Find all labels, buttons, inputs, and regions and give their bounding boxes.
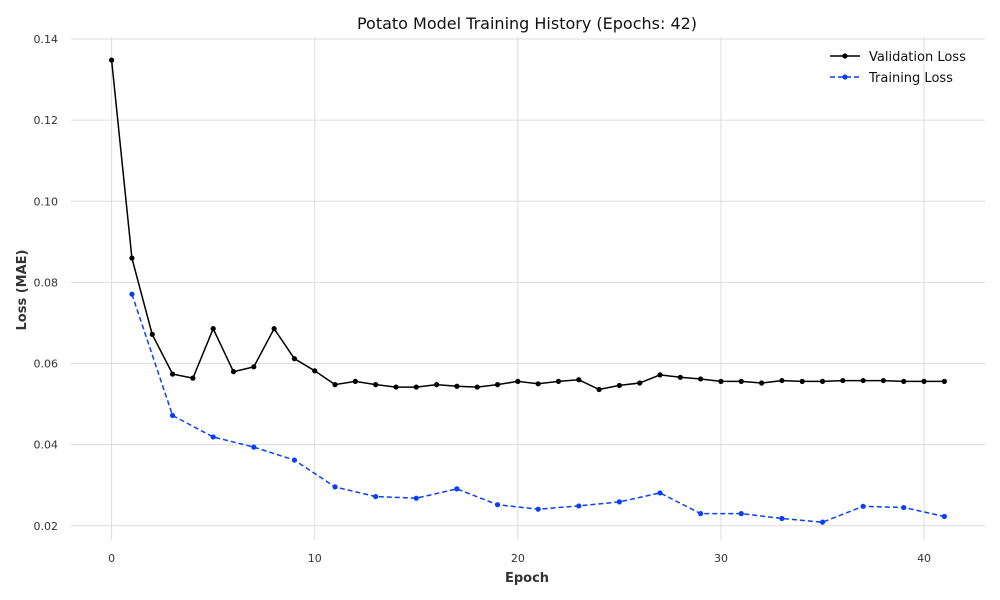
y-tick-label: 0.06 <box>34 358 59 371</box>
data-point-training-loss <box>819 519 826 525</box>
data-point-training-loss <box>373 493 379 500</box>
data-point-validation-loss <box>616 382 623 389</box>
data-point-validation-loss <box>190 375 196 381</box>
data-point-validation-loss <box>373 382 379 388</box>
data-point-validation-loss <box>393 384 399 390</box>
series-line-validation-loss <box>110 60 945 391</box>
data-point-training-loss <box>779 515 785 522</box>
y-tick-label: 0.10 <box>34 195 59 208</box>
data-point-validation-loss <box>230 369 237 375</box>
y-tick-label: 0.08 <box>34 276 59 289</box>
data-point-validation-loss <box>210 326 216 332</box>
data-point-training-loss <box>251 444 257 450</box>
data-point-training-loss <box>169 412 176 419</box>
x-tick-label: 20 <box>511 552 525 565</box>
y-tick-label: 0.12 <box>34 114 59 127</box>
data-point-validation-loss <box>596 386 602 393</box>
data-point-validation-loss <box>149 331 155 337</box>
data-point-validation-loss <box>637 380 643 386</box>
data-point-validation-loss <box>129 255 135 261</box>
data-point-validation-loss <box>352 378 358 384</box>
data-point-validation-loss <box>860 377 866 384</box>
legend-label-training-loss: Training Loss <box>868 71 953 86</box>
data-point-validation-loss <box>738 378 744 384</box>
data-point-validation-loss <box>657 372 663 378</box>
data-point-training-loss <box>941 513 947 520</box>
plot-area <box>109 57 947 525</box>
data-point-training-loss <box>698 511 704 517</box>
data-point-training-loss <box>210 434 216 440</box>
data-point-validation-loss <box>109 57 115 63</box>
y-tick-label: 0.04 <box>34 439 59 452</box>
data-point-validation-loss <box>921 378 927 384</box>
data-point-validation-loss <box>312 368 318 374</box>
data-point-validation-loss <box>535 381 541 387</box>
data-point-validation-loss <box>840 377 846 384</box>
data-point-validation-loss <box>698 376 704 382</box>
data-point-validation-loss <box>718 378 724 384</box>
data-point-training-loss <box>332 484 338 490</box>
data-point-validation-loss <box>474 384 480 390</box>
data-point-training-loss <box>860 503 866 509</box>
data-point-training-loss <box>454 486 460 492</box>
data-point-training-loss <box>494 502 501 508</box>
data-point-training-loss <box>616 499 623 505</box>
x-axis-label: Epoch <box>505 571 549 586</box>
x-tick-label: 0 <box>108 552 115 565</box>
axis-ticks: 0 10 20 30 40 0.02 0.04 0.06 0.08 0.10 0.12 0.14 <box>34 33 932 565</box>
data-point-validation-loss <box>434 382 440 388</box>
data-point-training-loss <box>413 495 419 501</box>
data-point-validation-loss <box>169 371 176 377</box>
x-tick-label: 10 <box>308 552 322 565</box>
data-point-validation-loss <box>758 380 765 386</box>
data-point-validation-loss <box>291 356 298 362</box>
y-axis-label: Loss (MAE) <box>15 250 30 331</box>
data-point-validation-loss <box>251 364 257 370</box>
data-point-validation-loss <box>779 377 785 384</box>
data-point-validation-loss <box>332 382 338 388</box>
data-point-validation-loss <box>941 378 947 384</box>
data-point-validation-loss <box>819 378 826 384</box>
data-point-training-loss <box>657 490 663 496</box>
legend-label-validation-loss: Validation Loss <box>869 50 966 65</box>
data-point-training-loss <box>291 457 298 463</box>
data-point-validation-loss <box>413 384 419 390</box>
y-tick-label: 0.14 <box>34 33 59 46</box>
data-point-validation-loss <box>576 377 582 383</box>
y-tick-label: 0.02 <box>34 520 59 533</box>
chart-title: Potato Model Training History (Epochs: 4… <box>357 14 697 33</box>
data-point-validation-loss <box>515 378 521 384</box>
data-point-training-loss <box>535 506 541 512</box>
legend-marker-validation-loss <box>842 53 848 59</box>
data-point-validation-loss <box>271 326 277 332</box>
data-point-validation-loss <box>555 378 562 384</box>
data-point-training-loss <box>901 504 907 511</box>
legend-marker-training-loss <box>842 74 848 80</box>
x-tick-label: 30 <box>714 552 728 565</box>
x-tick-label: 40 <box>917 552 931 565</box>
data-point-training-loss <box>738 511 744 517</box>
series-line-training-loss <box>131 293 945 523</box>
data-point-validation-loss <box>494 382 501 388</box>
data-point-validation-loss <box>454 383 460 389</box>
data-point-validation-loss <box>677 374 683 380</box>
grid <box>71 37 985 540</box>
data-point-validation-loss <box>880 377 887 384</box>
data-point-training-loss <box>129 291 135 297</box>
data-point-training-loss <box>576 503 582 509</box>
data-point-validation-loss <box>901 378 907 384</box>
data-point-validation-loss <box>799 378 805 384</box>
legend: Validation Loss Training Loss <box>830 50 966 86</box>
